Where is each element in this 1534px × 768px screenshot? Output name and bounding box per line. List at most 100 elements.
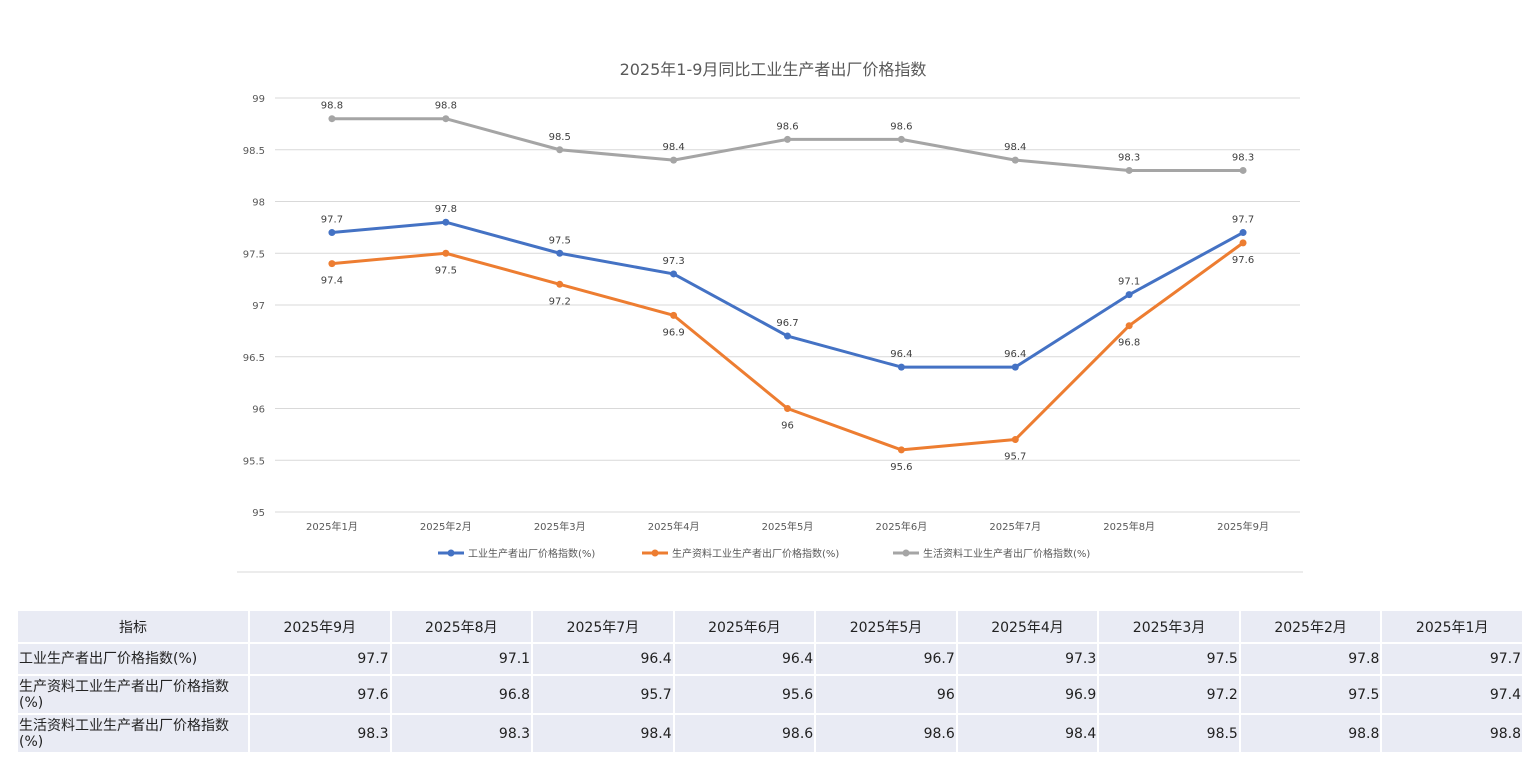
table-cell: 98.3 bbox=[250, 715, 390, 752]
table-header-cell: 2025年1月 bbox=[1382, 611, 1522, 642]
table-row: 生活资料工业生产者出厂价格指数(%) 98.3 98.3 98.4 98.6 9… bbox=[18, 715, 1522, 752]
data-label: 98.6 bbox=[890, 121, 912, 132]
data-label: 95.6 bbox=[890, 462, 912, 473]
data-label: 98.8 bbox=[435, 101, 457, 112]
table-cell: 97.1 bbox=[391, 644, 532, 674]
data-point bbox=[1239, 166, 1247, 174]
table-cell: 98.8 bbox=[1382, 715, 1522, 752]
x-tick-label: 2025年3月 bbox=[534, 520, 586, 533]
table-cell: 97.7 bbox=[250, 644, 390, 674]
data-labels: 97.7 97.8 97.5 97.3 96.7 96.4 96.4 97.1 97.7 97.4… bbox=[321, 101, 1254, 473]
data-label: 97.7 bbox=[1232, 215, 1254, 226]
legend-label: 生产资料工业生产者出厂价格指数(%) bbox=[672, 547, 839, 560]
y-tick-label: 95.5 bbox=[243, 456, 265, 467]
data-label: 96.4 bbox=[890, 349, 912, 360]
table-row: 工业生产者出厂价格指数(%) 97.7 97.1 96.4 96.4 96.7 … bbox=[18, 644, 1522, 674]
data-label: 98.8 bbox=[321, 101, 343, 112]
data-point bbox=[1125, 322, 1133, 330]
table-header-cell: 2025年9月 bbox=[250, 611, 390, 642]
x-tick-label: 2025年9月 bbox=[1217, 520, 1269, 533]
data-point bbox=[442, 218, 450, 226]
table-row: 生产资料工业生产者出厂价格指数(%) 97.6 96.8 95.7 95.6 9… bbox=[18, 676, 1522, 713]
data-point bbox=[1011, 363, 1019, 371]
table-header-cell: 2025年2月 bbox=[1240, 611, 1381, 642]
data-point bbox=[784, 405, 791, 412]
data-point bbox=[556, 280, 564, 288]
data-point bbox=[1011, 156, 1019, 164]
data-point bbox=[784, 135, 791, 143]
table-header-cell: 2025年7月 bbox=[533, 611, 673, 642]
x-axis-ticks: 2025年1月 2025年2月 2025年3月 2025年4月 2025年5月 2025年… bbox=[306, 520, 1269, 533]
series-line bbox=[330, 241, 1245, 452]
x-tick-label: 2025年7月 bbox=[989, 520, 1041, 533]
y-tick-label: 96 bbox=[252, 405, 265, 416]
data-label: 97.2 bbox=[549, 296, 571, 307]
data-point bbox=[556, 146, 564, 154]
table-cell: 97.4 bbox=[1382, 676, 1522, 713]
table-cell: 97.8 bbox=[1240, 644, 1381, 674]
data-point bbox=[1125, 166, 1133, 174]
table-cell: 97.7 bbox=[1382, 644, 1522, 674]
x-tick-label: 2025年5月 bbox=[762, 520, 814, 533]
x-tick-label: 2025年2月 bbox=[420, 520, 472, 533]
data-label: 97.3 bbox=[662, 256, 684, 267]
data-label: 97.8 bbox=[435, 204, 457, 215]
legend-swatch-marker bbox=[651, 549, 659, 557]
y-tick-label: 98 bbox=[252, 198, 265, 209]
data-label: 98.3 bbox=[1118, 152, 1140, 163]
data-point bbox=[897, 135, 905, 143]
data-label: 98.3 bbox=[1232, 152, 1254, 163]
table-cell: 98.6 bbox=[674, 715, 815, 752]
data-point bbox=[670, 156, 678, 164]
y-tick-label: 97 bbox=[252, 301, 265, 312]
data-point bbox=[1239, 229, 1247, 237]
data-point bbox=[670, 270, 678, 278]
y-tick-label: 95 bbox=[252, 508, 265, 519]
table-cell: 95.7 bbox=[533, 676, 673, 713]
data-label: 97.5 bbox=[549, 235, 571, 246]
legend: 工业生产者出厂价格指数(%) 生产资料工业生产者出厂价格指数(%) 生活资料工业生产… bbox=[438, 547, 1090, 560]
data-label: 96 bbox=[781, 421, 794, 432]
legend-swatch-marker bbox=[447, 549, 455, 557]
table-cell: 96.8 bbox=[391, 676, 532, 713]
x-tick-label: 2025年1月 bbox=[306, 520, 358, 533]
y-tick-label: 99 bbox=[252, 94, 265, 105]
chart-title: 2025年1-9月同比工业生产者出厂价格指数 bbox=[620, 60, 927, 79]
data-point bbox=[784, 332, 791, 340]
table-cell: 97.5 bbox=[1240, 676, 1381, 713]
table-cell: 96.9 bbox=[957, 676, 1098, 713]
y-tick-label: 96.5 bbox=[243, 353, 265, 364]
y-tick-label: 98.5 bbox=[243, 146, 265, 157]
data-label: 97.1 bbox=[1118, 277, 1140, 288]
data-label: 95.7 bbox=[1004, 452, 1026, 463]
table-header-row: 指标 2025年9月 2025年8月 2025年7月 2025年6月 2025年… bbox=[18, 611, 1522, 642]
table-header-cell: 2025年8月 bbox=[391, 611, 532, 642]
table-cell: 96.4 bbox=[533, 644, 673, 674]
table-header-cell: 2025年5月 bbox=[816, 611, 956, 642]
table-cell: 98.4 bbox=[957, 715, 1098, 752]
table-cell: 97.5 bbox=[1099, 644, 1239, 674]
data-point bbox=[442, 249, 450, 257]
data-label: 96.8 bbox=[1118, 338, 1140, 349]
data-point bbox=[1125, 291, 1133, 299]
series-lines bbox=[328, 115, 1247, 454]
data-point bbox=[1011, 436, 1019, 444]
data-label: 96.7 bbox=[776, 318, 798, 329]
data-point bbox=[1239, 239, 1247, 247]
x-tick-label: 2025年8月 bbox=[1103, 520, 1155, 533]
data-label: 96.4 bbox=[1004, 349, 1026, 360]
data-label: 97.6 bbox=[1232, 255, 1254, 266]
table-cell: 96 bbox=[816, 676, 956, 713]
table-cell: 98.6 bbox=[816, 715, 956, 752]
table-cell: 97.2 bbox=[1099, 676, 1239, 713]
legend-label: 生活资料工业生产者出厂价格指数(%) bbox=[923, 547, 1090, 560]
gridlines bbox=[275, 97, 1300, 513]
table-header-cell: 2025年3月 bbox=[1099, 611, 1239, 642]
y-tick-label: 97.5 bbox=[243, 249, 265, 260]
data-point bbox=[328, 229, 336, 237]
table-cell: 98.5 bbox=[1099, 715, 1239, 752]
series-line bbox=[330, 220, 1245, 369]
table-header-cell: 2025年4月 bbox=[957, 611, 1098, 642]
data-label: 98.5 bbox=[549, 132, 571, 143]
data-label: 98.6 bbox=[776, 121, 798, 132]
